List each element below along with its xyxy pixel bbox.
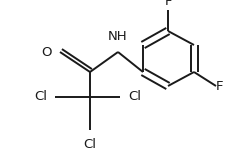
Text: F: F xyxy=(216,79,223,92)
Text: F: F xyxy=(164,0,172,8)
Text: Cl: Cl xyxy=(34,90,47,103)
Text: Cl: Cl xyxy=(128,90,141,103)
Text: Cl: Cl xyxy=(84,138,96,151)
Text: NH: NH xyxy=(108,30,128,43)
Text: O: O xyxy=(41,46,52,59)
